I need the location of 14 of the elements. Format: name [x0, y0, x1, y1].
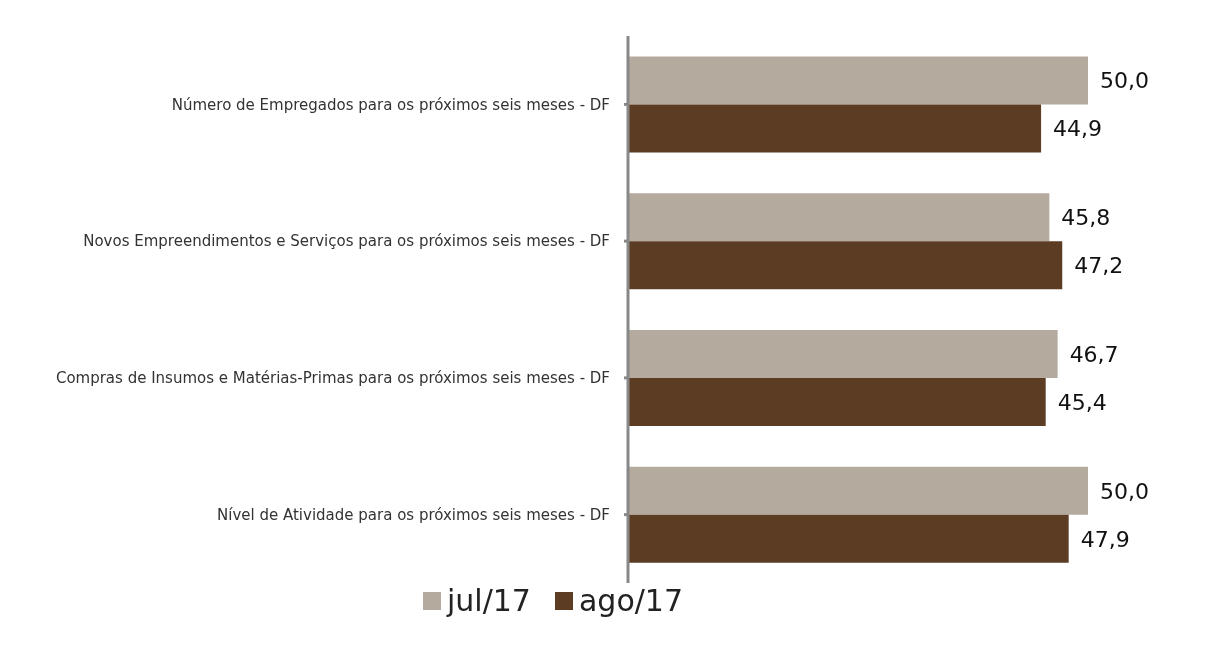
- y-tick-label: Nível de Atividade para os próximos seis meses - DF: [217, 505, 610, 524]
- data-label: 50,0: [1100, 68, 1149, 94]
- y-tick-label: Novos Empreendimentos e Serviços para os próximos seis meses - DF: [83, 232, 610, 251]
- data-label: 45,4: [1057, 389, 1107, 415]
- data-label: 45,8: [1061, 205, 1111, 231]
- data-label: 47,9: [1080, 526, 1130, 552]
- y-tick-label: Número de Empregados para os próximos seis meses - DF: [171, 95, 610, 114]
- data-label: 47,2: [1074, 253, 1124, 279]
- legend-label: jul/17: [445, 583, 531, 618]
- legend-label: ago/17: [577, 583, 684, 618]
- data-label: 46,7: [1069, 341, 1119, 367]
- data-label: 44,9: [1053, 116, 1103, 142]
- data-label: 50,0: [1100, 478, 1149, 504]
- y-tick-label: Compras de Insumos e Matérias-Primas para os próximos seis meses - DF: [55, 369, 610, 388]
